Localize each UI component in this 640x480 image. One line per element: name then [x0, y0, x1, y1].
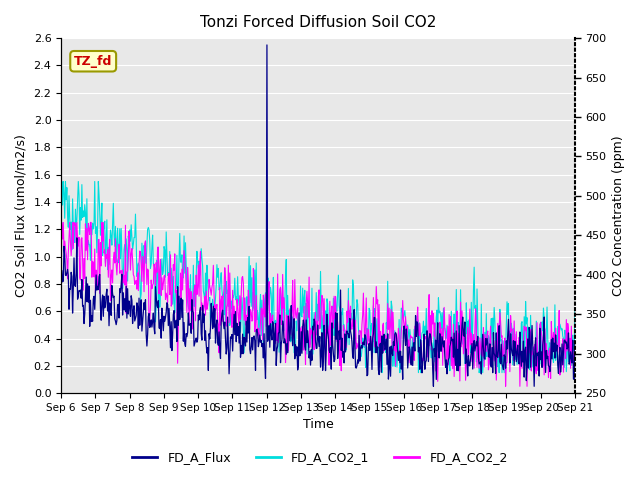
Title: Tonzi Forced Diffusion Soil CO2: Tonzi Forced Diffusion Soil CO2 [200, 15, 436, 30]
Y-axis label: CO2 Soil Flux (umol/m2/s): CO2 Soil Flux (umol/m2/s) [15, 134, 28, 297]
X-axis label: Time: Time [303, 419, 333, 432]
Text: TZ_fd: TZ_fd [74, 55, 113, 68]
Legend: FD_A_Flux, FD_A_CO2_1, FD_A_CO2_2: FD_A_Flux, FD_A_CO2_1, FD_A_CO2_2 [127, 446, 513, 469]
Y-axis label: CO2 Concentration (ppm): CO2 Concentration (ppm) [612, 135, 625, 296]
